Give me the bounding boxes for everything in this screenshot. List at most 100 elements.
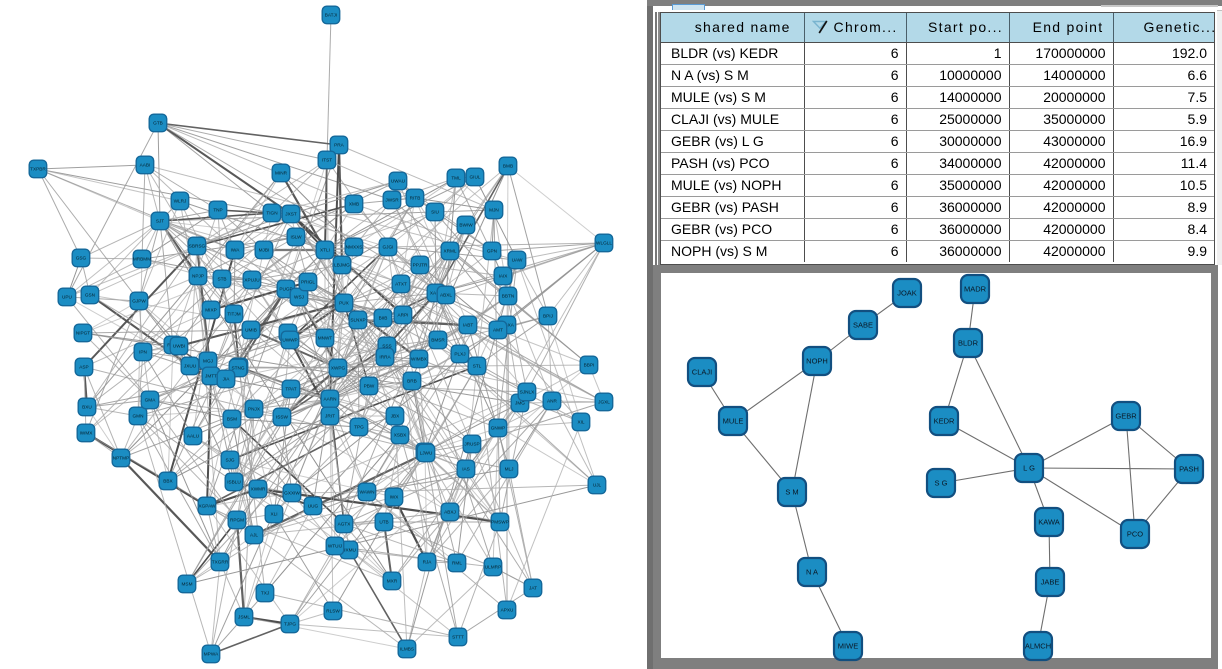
svg-text:TXPBR: TXPBR: [30, 167, 46, 172]
svg-text:XMB: XMB: [349, 202, 359, 207]
svg-text:NPJP: NPJP: [192, 274, 204, 279]
svg-text:KAWA: KAWA: [1038, 518, 1060, 527]
svg-text:BBX: BBX: [163, 479, 173, 484]
svg-text:UAW: UAW: [512, 258, 523, 263]
svg-text:SABE: SABE: [853, 321, 873, 330]
svg-text:KEDR: KEDR: [934, 417, 955, 426]
svg-text:PRIGL: PRIGL: [301, 280, 315, 285]
svg-text:IWA: IWA: [231, 248, 241, 253]
svg-text:UTB: UTB: [379, 520, 388, 525]
svg-text:XLI: XLI: [270, 512, 277, 517]
svg-text:TML: TML: [451, 176, 461, 181]
svg-text:PRA: PRA: [334, 143, 345, 148]
svg-text:AABI: AABI: [140, 163, 151, 168]
svg-text:AIBXA: AIBXA: [500, 323, 515, 328]
svg-text:JMG: JMG: [515, 401, 525, 406]
svg-text:PCO: PCO: [1127, 530, 1143, 539]
svg-text:UPU: UPU: [62, 295, 73, 300]
svg-text:RJA: RJA: [423, 560, 433, 565]
svg-text:SJG: SJG: [225, 458, 234, 463]
svg-text:JAT: JAT: [529, 586, 537, 591]
svg-text:PUX: PUX: [339, 301, 350, 306]
svg-text:SBRSG: SBRSG: [189, 244, 206, 249]
svg-text:PLXJ: PLXJ: [454, 352, 465, 357]
svg-text:SLNXP: SLNXP: [350, 318, 365, 323]
svg-text:AGTX: AGTX: [338, 522, 352, 527]
svg-text:PMSWP: PMSWP: [491, 520, 509, 525]
svg-text:ILMBS: ILMBS: [400, 647, 414, 652]
svg-text:XIL: XIL: [577, 420, 584, 425]
svg-text:MADR: MADR: [964, 285, 987, 294]
svg-text:TIGN: TIGN: [266, 211, 277, 216]
svg-text:TXGRR: TXGRR: [212, 560, 229, 565]
svg-text:BATJI: BATJI: [325, 13, 337, 18]
svg-text:GXXIW: GXXIW: [284, 491, 300, 496]
svg-text:UWAU: UWAU: [391, 179, 406, 184]
svg-text:BBPI: BBPI: [584, 363, 595, 368]
svg-text:JGXL: JGXL: [598, 400, 610, 405]
svg-text:WTUIJ: WTUIJ: [328, 544, 342, 549]
svg-text:MPWA: MPWA: [204, 652, 219, 657]
svg-text:IWMX: IWMX: [80, 431, 94, 436]
svg-text:UUG: UUG: [308, 504, 319, 509]
svg-text:GIUL: GIUL: [470, 175, 481, 180]
svg-text:MRBMM: MRBMM: [133, 257, 151, 262]
svg-text:MULE: MULE: [723, 417, 744, 426]
svg-text:XARL: XARL: [430, 291, 443, 296]
svg-text:BIIB: BIIB: [379, 316, 388, 321]
svg-text:TPG: TPG: [354, 425, 364, 430]
svg-text:AJL: AJL: [250, 533, 258, 538]
svg-text:WIMBX: WIMBX: [411, 357, 428, 362]
svg-text:MSM: MSM: [182, 582, 193, 587]
svg-text:MJN: MJN: [489, 208, 499, 213]
svg-text:TNP: TNP: [213, 208, 222, 213]
svg-text:GTB: GTB: [153, 121, 163, 126]
svg-text:STB: STB: [217, 277, 226, 282]
svg-text:ABXJ: ABXJ: [444, 510, 456, 515]
svg-text:GSG: GSG: [76, 256, 87, 261]
svg-text:JXST: JXST: [285, 212, 297, 217]
svg-text:BMSR: BMSR: [431, 338, 445, 343]
svg-text:JRUSP: JRUSP: [464, 442, 479, 447]
svg-text:BSM: BSM: [227, 417, 237, 422]
svg-text:JABE: JABE: [1041, 578, 1060, 587]
svg-text:GEBR: GEBR: [1115, 412, 1137, 421]
svg-text:XPUJU: XPUJU: [244, 278, 260, 283]
svg-text:RITB: RITB: [410, 196, 421, 201]
svg-text:UWBI: UWBI: [173, 344, 185, 349]
svg-text:ATXT: ATXT: [395, 282, 407, 287]
svg-text:JIA: JIA: [223, 377, 231, 382]
svg-text:ABXL: ABXL: [440, 293, 452, 298]
svg-text:GMA: GMA: [145, 398, 157, 403]
svg-text:AMT: AMT: [493, 328, 503, 333]
svg-text:WLRJ: WLRJ: [174, 199, 187, 204]
svg-text:STL: STL: [473, 364, 482, 369]
svg-text:GPN: GPN: [487, 249, 497, 254]
svg-text:BWIW: BWIW: [459, 223, 473, 228]
svg-text:IABT: IABT: [463, 323, 474, 328]
svg-text:TXJ: TXJ: [261, 591, 269, 596]
svg-text:ISSW: ISSW: [276, 415, 289, 420]
svg-text:SIU: SIU: [431, 210, 439, 215]
svg-text:UWWP: UWWP: [282, 338, 297, 343]
svg-text:S G: S G: [935, 479, 948, 488]
svg-text:XWMR: XWMR: [251, 487, 266, 492]
svg-text:IAIX: IAIX: [499, 274, 509, 279]
svg-text:WLGLL: WLGLL: [596, 241, 612, 246]
svg-text:STTT: STTT: [452, 635, 464, 640]
svg-text:JMTT: JMTT: [205, 374, 217, 379]
svg-text:LJWU: LJWU: [420, 451, 433, 456]
svg-text:NPTMP: NPTMP: [113, 456, 129, 461]
svg-text:ARPI: ARPI: [398, 313, 409, 318]
svg-text:PNJX: PNJX: [248, 407, 261, 412]
svg-text:APXU: APXU: [501, 608, 514, 613]
svg-text:GMN: GMN: [133, 414, 144, 419]
svg-text:WSJ: WSJ: [294, 295, 304, 300]
svg-text:MNWT: MNWT: [318, 336, 333, 341]
svg-text:BMB: BMB: [503, 164, 513, 169]
svg-text:L G: L G: [1023, 464, 1035, 473]
svg-text:GJGI: GJGI: [383, 245, 394, 250]
svg-text:NOPH: NOPH: [806, 357, 828, 366]
svg-text:ASP: ASP: [79, 365, 88, 370]
svg-text:BLDR: BLDR: [958, 339, 979, 348]
